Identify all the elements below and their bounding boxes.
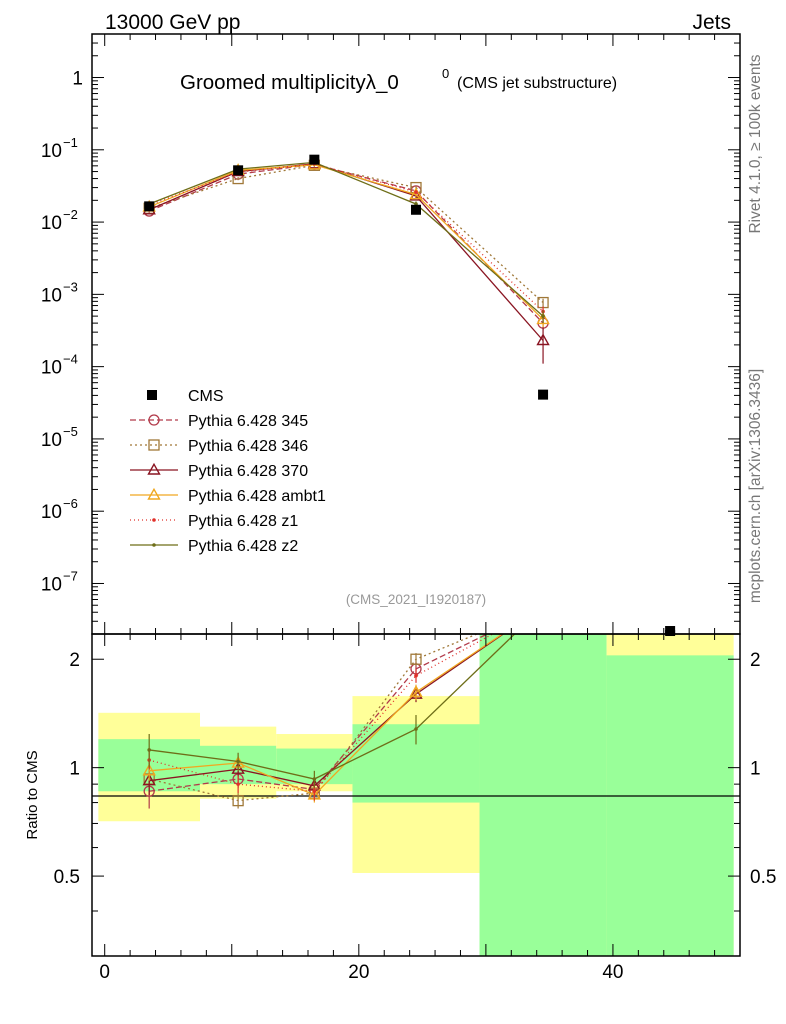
- x-tick-label: 20: [348, 962, 369, 983]
- ratio-uncertainty-bands: [98, 634, 734, 956]
- ratio-point: [232, 794, 244, 807]
- legend-marker: [152, 518, 156, 522]
- ratio-point: [414, 727, 418, 731]
- ratio-point: [414, 673, 418, 678]
- plot-title: Groomed multiplicityλ_0: [180, 71, 399, 94]
- energy-label: 13000 GeV pp: [105, 11, 240, 34]
- ratio-point: [236, 759, 240, 764]
- legend-marker: [147, 462, 161, 475]
- legend-label-cms: CMS: [188, 388, 224, 405]
- ratio-axis-label: Ratio to CMS: [24, 750, 41, 839]
- legend-marker-cms: [147, 390, 157, 400]
- series-point: [536, 333, 550, 346]
- main-y-tick-exponent: −3: [63, 279, 78, 294]
- ratio-point: [142, 773, 156, 786]
- ratio-point: [409, 685, 423, 697]
- ratio-y-tick-label: 0.5: [54, 867, 80, 888]
- ratio-point: [410, 653, 422, 665]
- ratio-point: [312, 777, 317, 781]
- ratio-point: [538, 601, 549, 611]
- cms-data-point: [538, 389, 549, 400]
- ratio-point: [236, 782, 240, 786]
- ratio-data-points: [665, 630, 676, 634]
- ratio-y-tick-label-right: 0.5: [750, 867, 776, 888]
- series-point: [414, 190, 418, 194]
- ratio-y-tick-label: 1: [69, 759, 80, 780]
- legend-label: Pythia 6.428 370: [188, 463, 308, 480]
- ratio-y-tick-label-right: 1: [750, 759, 761, 780]
- series-line: [148, 163, 544, 341]
- cms-data-point-ratio-edge: [665, 630, 676, 634]
- main-series-group: [142, 156, 550, 364]
- main-y-tick-exponent: −5: [63, 424, 78, 439]
- legend-marker: [148, 414, 160, 426]
- plot-title-note: (CMS jet substructure): [457, 75, 617, 92]
- main-y-tick-label: 10: [41, 141, 62, 162]
- cms-data-point: [233, 165, 244, 176]
- ratio-point: [538, 602, 548, 612]
- series-line: [148, 164, 544, 320]
- main-y-tick-exponent: −1: [63, 135, 78, 150]
- cms-data-point: [411, 204, 421, 215]
- x-tick-label: 0: [99, 962, 110, 983]
- ratio-band-inner: [606, 655, 734, 956]
- legend-marker: [147, 487, 161, 500]
- main-y-tick-exponent: −7: [63, 568, 78, 583]
- analysis-label: (CMS_2021_I1920187): [346, 592, 486, 607]
- legend-marker: [148, 439, 160, 451]
- cms-data-point: [144, 201, 155, 212]
- main-y-tick-label: 10: [41, 358, 62, 379]
- legend-label: Pythia 6.428 345: [188, 413, 308, 430]
- ratio-point: [538, 601, 549, 611]
- plot-title-superscript: 0: [442, 66, 449, 81]
- x-tick-label: 40: [602, 962, 623, 983]
- ratio-point: [541, 605, 545, 609]
- rivet-version-label: Rivet 4.1.0, ≥ 100k events: [747, 54, 764, 233]
- main-y-tick-exponent: −6: [63, 496, 78, 511]
- main-y-tick-exponent: −4: [63, 352, 78, 367]
- series-point: [409, 187, 423, 200]
- legend-label: Pythia 6.428 ambt1: [188, 488, 326, 505]
- ratio-series-line: [149, 634, 479, 802]
- legend: CMS Pythia 6.428 345 Pythia 6.428 346 Pythi…: [130, 388, 326, 555]
- legend-label: Pythia 6.428 z2: [188, 538, 298, 555]
- main-data-points: [144, 154, 676, 637]
- series-line: [148, 163, 544, 324]
- legend-label: Pythia 6.428 346: [188, 438, 308, 455]
- series-line: [148, 161, 544, 317]
- ratio-y-tick-label: 2: [69, 650, 80, 671]
- ratio-point: [541, 605, 545, 609]
- ratio-y-tick-label-right: 2: [750, 650, 761, 671]
- main-y-tick-label: 10: [41, 430, 62, 451]
- legend-marker: [152, 543, 156, 547]
- ratio-point: [312, 789, 317, 794]
- main-y-tick-label: 10: [41, 213, 62, 234]
- jets-label: Jets: [692, 11, 731, 34]
- main-y-tick-label: 1: [72, 69, 83, 90]
- series-point: [541, 314, 545, 318]
- main-y-tick-label: 10: [41, 285, 62, 306]
- main-y-tick-label: 10: [41, 574, 62, 595]
- ratio-series-group: [142, 601, 549, 809]
- ratio-frame: [91, 633, 741, 957]
- ratio-point: [147, 748, 151, 752]
- main-y-tick-label: 10: [41, 502, 62, 523]
- series-point: [536, 312, 550, 325]
- ratio-band-inner: [479, 634, 607, 956]
- ratio-point: [231, 762, 245, 774]
- ratio-point: [142, 763, 156, 776]
- ratio-point: [538, 602, 548, 612]
- cms-data-point: [309, 154, 320, 165]
- legend-label: Pythia 6.428 z1: [188, 513, 298, 530]
- mcplots-label: mcplots.cern.ch [arXiv:1306.3436]: [747, 369, 764, 603]
- main-y-tick-exponent: −2: [63, 207, 78, 222]
